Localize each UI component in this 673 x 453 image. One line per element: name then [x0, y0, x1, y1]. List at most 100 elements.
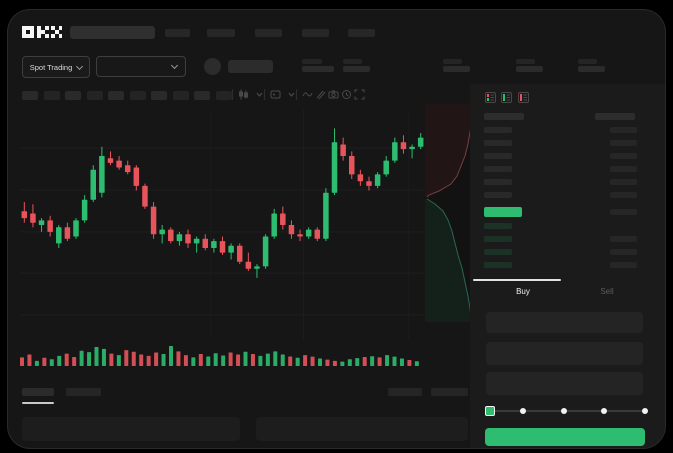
compare-icon[interactable]	[315, 89, 326, 100]
candle	[90, 169, 96, 200]
candle	[409, 146, 415, 150]
line-tool-icon[interactable]	[302, 89, 313, 100]
total-field-placeholder[interactable]	[486, 372, 643, 395]
stat-value-placeholder	[302, 66, 334, 72]
bid-price-placeholder	[484, 249, 512, 255]
volume-bar	[340, 361, 345, 366]
candle	[176, 234, 183, 242]
volume-bar	[399, 358, 404, 366]
volume-bar	[236, 354, 241, 366]
volume-bar	[377, 357, 382, 366]
ask-amount-placeholder	[610, 192, 637, 198]
tab-sell[interactable]: Sell	[600, 287, 614, 296]
market-type-selector[interactable]: Spot Trading	[22, 56, 90, 78]
candle	[211, 241, 217, 248]
volume-bar	[191, 357, 196, 366]
timeframe-button-placeholder[interactable]	[86, 91, 103, 100]
candle	[38, 220, 45, 225]
timeframe-button-placeholder[interactable]	[129, 91, 146, 100]
amount-field-placeholder[interactable]	[486, 342, 643, 365]
tab-buy[interactable]: Buy	[516, 287, 530, 296]
nav-item-placeholder[interactable]	[348, 29, 375, 37]
slider-handle[interactable]	[485, 406, 495, 416]
ask-price-placeholder	[484, 153, 512, 159]
timeframe-button-placeholder[interactable]	[43, 91, 60, 100]
book-bids-icon[interactable]	[501, 92, 512, 103]
price-field-placeholder[interactable]	[486, 312, 643, 333]
stat-label-placeholder	[578, 59, 597, 64]
header-menu-placeholder[interactable]	[70, 26, 155, 39]
candle	[323, 192, 329, 239]
volume-bar	[198, 353, 203, 366]
volume-bar	[131, 351, 136, 366]
last-price-highlight[interactable]	[484, 207, 522, 217]
candle	[21, 211, 28, 219]
volume-bar	[325, 359, 330, 366]
stat-value-placeholder	[343, 66, 370, 72]
volume-bar	[116, 355, 121, 366]
volume-bar	[273, 351, 278, 366]
timeframe-button-placeholder[interactable]	[65, 91, 81, 100]
volume-bar	[385, 355, 390, 366]
volume-bar	[176, 351, 181, 366]
volume-bar	[101, 348, 106, 366]
nav-item-placeholder[interactable]	[302, 29, 329, 37]
orders-tab-placeholder[interactable]	[431, 388, 468, 396]
candle	[185, 234, 191, 244]
volume-bar	[303, 355, 308, 366]
bid-amount-placeholder	[610, 249, 637, 255]
slider-stop[interactable]	[520, 408, 526, 414]
timeframe-button-placeholder[interactable]	[108, 91, 124, 100]
volume-bar	[258, 355, 263, 366]
stat-value-placeholder	[516, 66, 543, 72]
timeframe-button-placeholder[interactable]	[151, 91, 167, 100]
toolbar-divider	[232, 89, 233, 100]
volume-bar	[146, 355, 151, 366]
history-icon[interactable]	[341, 89, 352, 100]
candle-style-icon[interactable]	[238, 89, 249, 100]
timeframe-button-placeholder[interactable]	[172, 91, 189, 100]
stat-label-placeholder	[302, 59, 322, 64]
ask-amount-placeholder	[610, 179, 637, 185]
volume-bar	[295, 357, 300, 366]
nav-item-placeholder[interactable]	[255, 29, 282, 37]
volume-bar	[42, 357, 47, 366]
active-tab-underline	[22, 402, 54, 404]
slider-stop[interactable]	[642, 408, 648, 414]
display-options-icon[interactable]	[270, 89, 281, 100]
nav-item-placeholder[interactable]	[207, 29, 235, 37]
book-combined-icon[interactable]	[485, 92, 496, 103]
timeframe-button-placeholder[interactable]	[215, 91, 232, 100]
orders-tab-placeholder[interactable]	[388, 388, 422, 396]
candle	[219, 241, 226, 253]
chevron-down-icon[interactable]	[286, 89, 297, 100]
candle	[116, 160, 122, 168]
nav-item-placeholder[interactable]	[165, 29, 190, 37]
candle	[47, 220, 53, 232]
volume-bar	[221, 355, 226, 366]
orders-tab-placeholder[interactable]	[66, 388, 101, 396]
okx-logo	[22, 26, 62, 38]
bid-price-placeholder	[484, 236, 512, 242]
pair-selector-dropdown[interactable]	[96, 56, 186, 77]
orders-tab-placeholder[interactable]	[22, 388, 54, 396]
candle	[340, 144, 346, 156]
volume-bar	[310, 356, 315, 366]
fullscreen-icon[interactable]	[354, 89, 365, 100]
slider-stop[interactable]	[601, 408, 607, 414]
buy-submit-button[interactable]	[485, 428, 645, 446]
amount-slider-track[interactable]	[489, 410, 645, 412]
book-asks-icon[interactable]	[518, 92, 529, 103]
timeframe-button-placeholder[interactable]	[194, 91, 210, 100]
ask-price-placeholder	[484, 192, 512, 198]
candle	[280, 213, 286, 225]
candle	[150, 206, 157, 235]
slider-stop[interactable]	[561, 408, 567, 414]
avatar[interactable]	[204, 58, 221, 75]
candlestick-chart[interactable]	[20, 110, 425, 340]
timeframe-button-placeholder[interactable]	[22, 91, 38, 100]
volume-bar	[49, 359, 54, 366]
candle	[133, 167, 140, 186]
camera-icon[interactable]	[328, 89, 339, 100]
chevron-down-icon[interactable]	[254, 89, 265, 100]
